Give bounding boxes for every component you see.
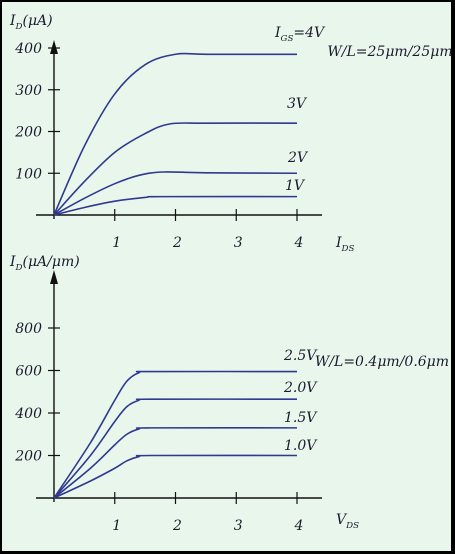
y-tick-label: 800 (15, 321, 42, 337)
y-tick-label: 200 (14, 125, 42, 141)
series-label: 2.0V (283, 380, 318, 396)
y-tick-label: 400 (14, 41, 42, 57)
series-line (53, 52, 297, 216)
y-axis-arrow (50, 40, 58, 54)
geometry-annotation: W/L=0.4μm/0.6μm (315, 354, 449, 370)
y-tick-label: 200 (14, 449, 42, 465)
y-tick-label: 400 (14, 406, 42, 422)
series-line (53, 171, 298, 216)
y-axis-arrow (50, 270, 58, 284)
x-tick-label: 3 (234, 235, 243, 251)
series-line (53, 370, 298, 499)
x-tick-label: 1 (112, 235, 121, 251)
x-tick-label: 1 (112, 518, 121, 534)
series-line (53, 122, 298, 216)
chart-1: 1 2 3 4 100 200 300 400 ID(μA) IDS W/L=25μm/25μmIG… (9, 13, 453, 254)
x-tick-label: 4 (294, 518, 304, 534)
geometry-annotation: W/L=25μm/25μm (327, 44, 452, 60)
series-label: 3V (287, 96, 308, 112)
series-line (53, 398, 298, 499)
series-label: 2.5V (283, 348, 318, 364)
x-tick-label: 3 (234, 518, 243, 534)
figure-panel (2, 2, 451, 551)
y-axis-label: ID(μA) (9, 13, 53, 32)
series-line (53, 195, 298, 216)
series-label: 1.0V (284, 438, 318, 454)
series-label: 1.5V (284, 410, 318, 426)
x-tick-label: 2 (172, 235, 182, 251)
x-axis-label: VDS (336, 512, 359, 531)
chart-2: 1 2 3 4 200 400 600 800 ID(μA/μm) VDS W/L=0.4μm/0.… (9, 254, 449, 534)
series-line (53, 454, 298, 499)
series-line (53, 426, 298, 499)
series-label: 2V (287, 150, 309, 166)
y-tick-label: 600 (15, 364, 42, 380)
y-tick-label: 100 (15, 166, 42, 182)
series-label: 1V (285, 178, 306, 194)
x-tick-label: 2 (172, 518, 182, 534)
x-tick-label: 4 (294, 235, 304, 251)
y-axis-label: ID(μA/μm) (9, 254, 80, 273)
series-label: IGS=4V (274, 25, 326, 44)
y-tick-label: 300 (15, 83, 42, 99)
x-axis-label: IDS (335, 235, 354, 254)
